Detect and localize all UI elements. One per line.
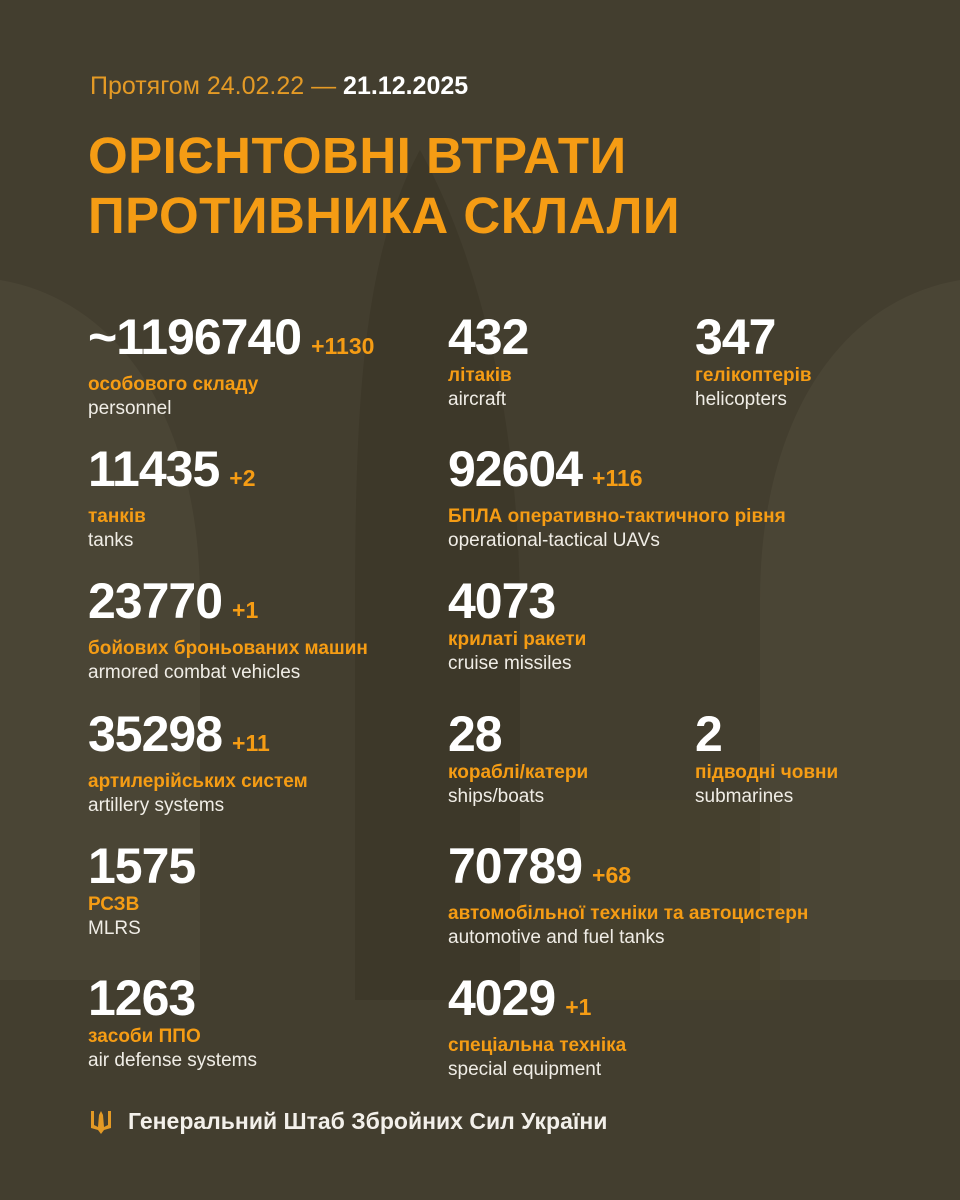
stat-label-ua: танків <box>88 506 146 527</box>
stat-label-en: automotive and fuel tanks <box>448 927 665 948</box>
stat-number: 70789 <box>448 838 583 894</box>
stat-label-en: helicopters <box>695 389 787 410</box>
stat-value: 92604 +116 <box>448 442 786 505</box>
stat-label-en: operational-tactical UAVs <box>448 530 660 551</box>
stat-value: 28 <box>448 707 588 761</box>
stat-label-en: cruise missiles <box>448 653 572 674</box>
stat-special-equipment: 4029 +1 спеціальна техніка special equipm… <box>448 971 626 1082</box>
stat-label-ua: особового складу <box>88 374 259 395</box>
stat-number: 1575 <box>88 838 196 894</box>
stat-cruise-missiles: 4073 крилаті ракети cruise missiles <box>448 574 586 676</box>
stat-value: 4073 <box>448 574 586 628</box>
footer-text: Генеральний Штаб Збройних Сил України <box>128 1108 608 1134</box>
stat-label-en: ships/boats <box>448 786 545 807</box>
stat-label-ua: крилаті ракети <box>448 629 587 650</box>
stat-label-en: armored combat vehicles <box>88 662 301 683</box>
stat-operational-tactical-uavs: 92604 +116 БПЛА оперативно-тактичного рів… <box>448 442 786 553</box>
stat-number: 11435 <box>88 441 220 497</box>
stat-number: 4029 <box>448 970 556 1026</box>
stat-label-ua: спеціальна техніка <box>448 1035 627 1056</box>
footer: Генеральний Штаб Збройних Сил України <box>90 1108 607 1135</box>
stat-label-en: artillery systems <box>88 795 225 816</box>
stat-value: 432 <box>448 309 529 365</box>
stat-value: 1575 <box>88 838 196 894</box>
stat-value: 347 <box>695 310 812 364</box>
stat-label-en: aircraft <box>448 389 507 410</box>
stat-delta: +1130 <box>311 333 375 359</box>
stat-label-ua: підводні човни <box>695 762 839 783</box>
stat-value: 2 <box>695 707 838 761</box>
stat-number: ~1196740 <box>88 309 302 365</box>
stat-value: 4029 +1 <box>448 971 626 1034</box>
stat-tanks: 11435 +2 танків tanks <box>88 442 256 553</box>
stat-label-ua: БПЛА оперативно-тактичного рівня <box>448 506 786 527</box>
stat-label-ua: гелікоптерів <box>695 365 812 386</box>
stat-number: 347 <box>695 309 776 365</box>
stat-label-ua: РСЗВ <box>88 894 140 915</box>
trident-icon <box>91 1110 111 1134</box>
stat-label-en: air defense systems <box>88 1050 257 1071</box>
stat-aircraft: 432 літаків aircraft <box>448 309 529 412</box>
stat-personnel: ~1196740 +1130 особового складу personnel <box>88 310 374 421</box>
stat-label-ua: бойових броньованих машин <box>88 638 368 659</box>
stat-label-en: submarines <box>695 786 794 807</box>
stat-armored-combat-vehicles: 23770 +1 бойових броньованих машин armore… <box>88 574 368 685</box>
stat-delta: +2 <box>229 465 256 491</box>
page-title: ОРІЄНТОВНІ ВТРАТИ ПРОТИВНИКА СКЛАЛИ <box>88 126 680 246</box>
stat-value: 35298 +11 <box>88 707 308 770</box>
stat-submarines: 2 підводні човни submarines <box>695 707 838 809</box>
stat-value: 1263 <box>88 971 257 1025</box>
stat-label-en: tanks <box>88 530 134 551</box>
stat-number: 23770 <box>88 573 223 629</box>
stat-number: 1263 <box>88 970 196 1026</box>
stat-delta: +1 <box>232 597 259 623</box>
stat-number: 92604 <box>448 441 583 497</box>
stat-value: ~1196740 +1130 <box>88 310 374 373</box>
stat-label-en: MLRS <box>88 918 141 939</box>
stat-ships-boats: 28 кораблі/катери ships/boats <box>448 707 588 809</box>
title-line-1: ОРІЄНТОВНІ ВТРАТИ <box>88 127 627 184</box>
stat-number: 35298 <box>88 706 223 762</box>
title-line-2: ПРОТИВНИКА СКЛАЛИ <box>88 187 681 244</box>
stat-artillery-systems: 35298 +11 артилерійських систем artillery… <box>88 707 308 818</box>
stat-mlrs: 1575 РСЗВ MLRS <box>88 838 196 941</box>
stat-value: 11435 +2 <box>88 442 256 505</box>
stat-delta: +116 <box>592 465 643 491</box>
stat-number: 28 <box>448 706 503 762</box>
stat-value: 23770 +1 <box>88 574 368 637</box>
stat-label-en: personnel <box>88 398 172 419</box>
stat-value: 70789 +68 <box>448 839 808 902</box>
stat-helicopters: 347 гелікоптерів helicopters <box>695 310 812 412</box>
stat-label-en: special equipment <box>448 1059 602 1080</box>
stat-number: 4073 <box>448 573 556 629</box>
stat-label-ua: автомобільної техніки та автоцистерн <box>448 903 809 924</box>
stat-number: 432 <box>448 309 529 365</box>
stat-label-ua: артилерійських систем <box>88 771 308 792</box>
stat-air-defense-systems: 1263 засоби ППО air defense systems <box>88 971 257 1073</box>
stat-automotive-and-fuel-tanks: 70789 +68 автомобільної техніки та автоци… <box>448 839 808 950</box>
stat-delta: +68 <box>592 862 632 888</box>
period-end-date: 21.12.2025 <box>343 72 469 100</box>
stat-number: 2 <box>695 706 723 762</box>
period-text: Протягом 24.02.22 — 21.12.2025 <box>90 72 468 101</box>
stat-label-ua: кораблі/катери <box>448 762 589 783</box>
stat-delta: +11 <box>232 730 270 756</box>
stat-label-ua: літаків <box>448 365 512 386</box>
stat-label-ua: засоби ППО <box>88 1026 201 1047</box>
period-prefix: Протягом 24.02.22 — <box>90 72 337 100</box>
stat-delta: +1 <box>565 994 592 1020</box>
